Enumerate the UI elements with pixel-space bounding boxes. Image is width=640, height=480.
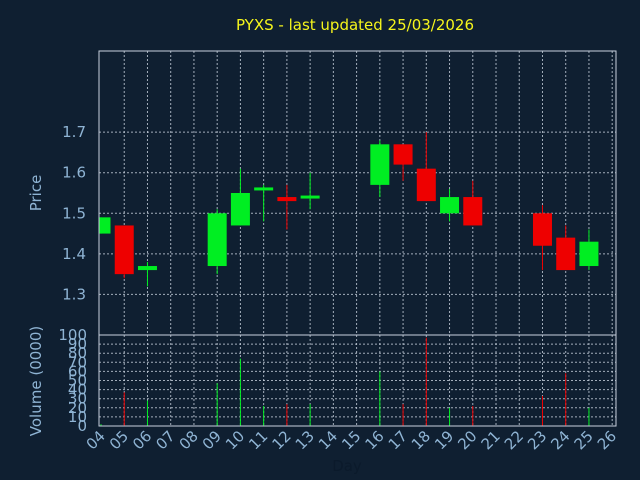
candle — [463, 180, 483, 226]
candle-body — [207, 213, 227, 267]
candles — [99, 132, 599, 287]
candle-body — [532, 213, 552, 246]
volume-tick-label: 10 — [68, 408, 87, 426]
candle — [114, 225, 134, 279]
candle-body — [463, 197, 483, 226]
price-tick-label: 1.4 — [62, 245, 86, 263]
candle — [300, 172, 320, 210]
candle — [230, 168, 250, 226]
candle-body — [277, 197, 297, 202]
candle-body — [230, 193, 250, 226]
candle — [440, 188, 460, 222]
candle-body — [370, 144, 390, 185]
volume-bars — [100, 337, 590, 426]
candle — [277, 184, 297, 230]
candle — [137, 261, 157, 287]
volume-tick-label: 0 — [77, 417, 87, 435]
candle-body — [440, 197, 460, 214]
volume-tick-label: 50 — [68, 372, 87, 390]
candle-body — [556, 237, 576, 271]
candle-body — [300, 195, 320, 199]
candle — [393, 144, 413, 181]
candle-body — [137, 266, 157, 271]
candle-body — [579, 241, 599, 267]
candle-body — [99, 217, 111, 234]
volume-tick-label: 90 — [68, 335, 87, 353]
volume-axis-title: Volume (0000) — [27, 326, 45, 436]
candle — [99, 217, 111, 234]
candle — [579, 229, 599, 271]
price-tick-label: 1.5 — [62, 204, 86, 222]
price-y-ticks: 1.3 1.4 1.5 1.6 1.7 — [62, 123, 86, 303]
candle-body — [393, 144, 413, 165]
volume-tick-label: 100 — [58, 326, 87, 344]
x-axis-ticks: 0405060708091011121314151617181920212223… — [83, 427, 620, 453]
chart-title: PYXS - last updated 25/03/2026 — [236, 16, 474, 34]
candle — [207, 209, 227, 275]
volume-tick-label: 30 — [68, 390, 87, 408]
volume-tick-label: 40 — [68, 381, 87, 399]
candle — [370, 140, 390, 198]
volume-tick-label: 80 — [68, 344, 87, 362]
candle — [416, 132, 436, 202]
volume-tick-label: 70 — [68, 353, 87, 371]
candle-body — [114, 225, 134, 275]
price-tick-label: 1.7 — [62, 123, 86, 141]
price-axis-title: Price — [27, 175, 45, 212]
candle — [254, 184, 274, 222]
candle-body — [416, 168, 436, 202]
volume-plot-frame — [98, 334, 617, 427]
price-tick-label: 1.3 — [62, 285, 86, 303]
candle — [556, 225, 576, 271]
price-tick-label: 1.6 — [62, 164, 86, 182]
candle-body — [254, 187, 274, 191]
candle — [532, 205, 552, 271]
volume-tick-label: 20 — [68, 399, 87, 417]
x-axis-title: Day — [332, 457, 362, 475]
volume-tick-label: 60 — [68, 362, 87, 380]
price-panel: 1.3 1.4 1.5 1.6 1.7 Price — [27, 50, 617, 336]
